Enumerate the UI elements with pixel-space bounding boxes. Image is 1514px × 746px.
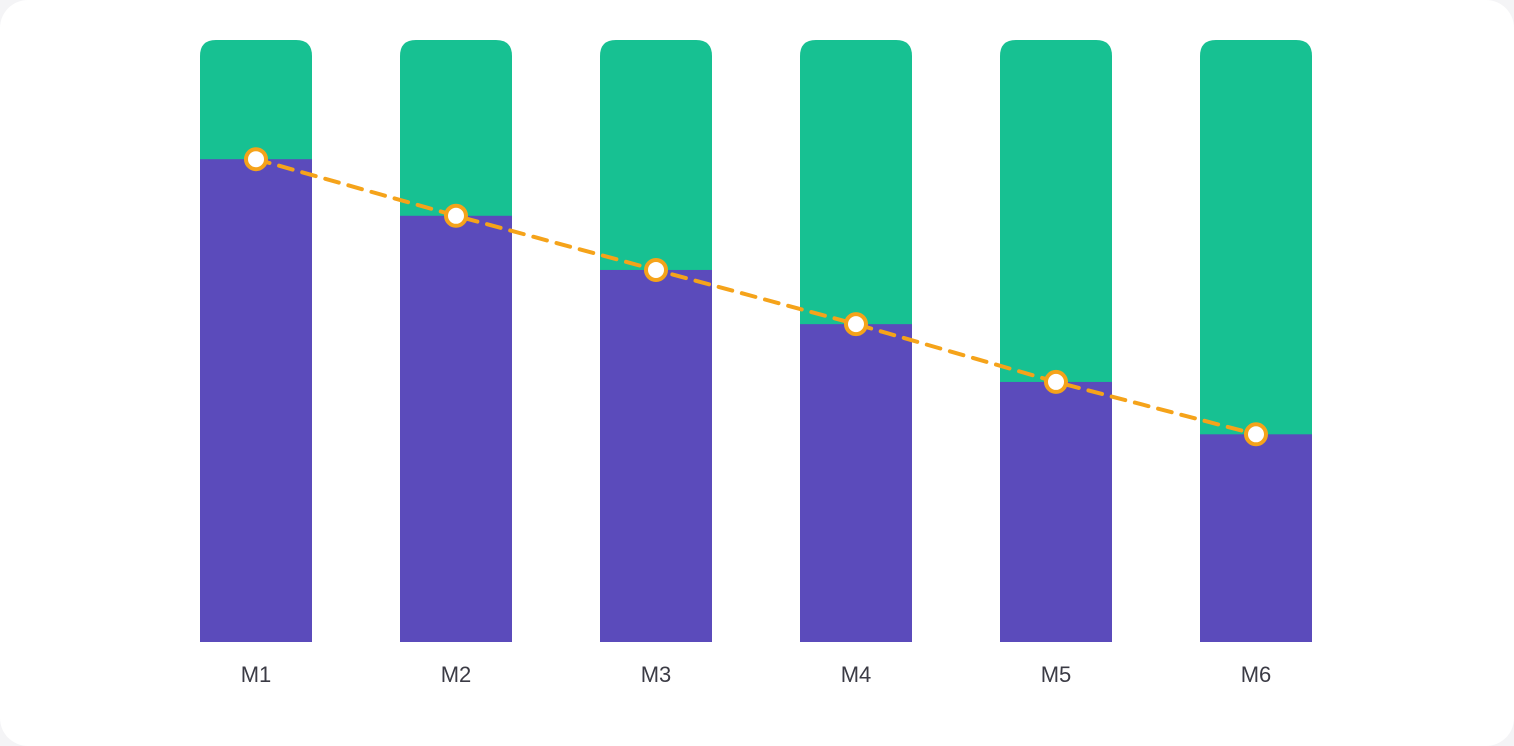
bar-segment-bottom-m5	[1000, 381, 1112, 642]
bar-segment-top-m4	[800, 40, 912, 326]
bar-stack-m3	[600, 40, 712, 642]
bar-segment-top-m3	[600, 40, 712, 271]
bar-segment-bottom-m6	[1200, 434, 1312, 642]
bar-segment-bottom-m3	[600, 269, 712, 642]
trend-point-m5	[1044, 369, 1068, 394]
trend-point-m6	[1244, 422, 1268, 447]
bar-stack-m4	[800, 40, 912, 642]
trend-line-group	[244, 147, 1268, 447]
bar-segment-top-m6	[1200, 40, 1312, 436]
bar-stack-m1	[200, 40, 312, 642]
bar-segment-bottom-m4	[800, 324, 912, 642]
bar-segment-bottom-m1	[200, 159, 312, 642]
bar-stack-m5	[1000, 40, 1112, 642]
x-tick-labels: M1 M2 M3 M4 M5 M6	[241, 662, 1272, 687]
trend-point-m2	[444, 203, 468, 228]
x-tick-label-m4: M4	[841, 662, 872, 687]
x-tick-label-m1: M1	[241, 662, 272, 687]
bar-segment-top-m2	[400, 40, 512, 217]
x-tick-label-m2: M2	[441, 662, 472, 687]
bar-stack-m2	[400, 40, 512, 642]
trend-point-m1	[244, 147, 268, 172]
bar-segment-top-m1	[200, 40, 312, 161]
trend-point-m3	[644, 257, 668, 282]
bar-stack-m6	[1200, 40, 1312, 642]
trend-line	[254, 157, 1258, 437]
x-tick-label-m5: M5	[1041, 662, 1072, 687]
bar-segment-bottom-m2	[400, 215, 512, 642]
x-tick-label-m6: M6	[1241, 662, 1272, 687]
trend-point-m4	[844, 312, 868, 337]
x-tick-label-m3: M3	[641, 662, 672, 687]
bars-group	[200, 40, 1312, 642]
bar-segment-top-m5	[1000, 40, 1112, 383]
